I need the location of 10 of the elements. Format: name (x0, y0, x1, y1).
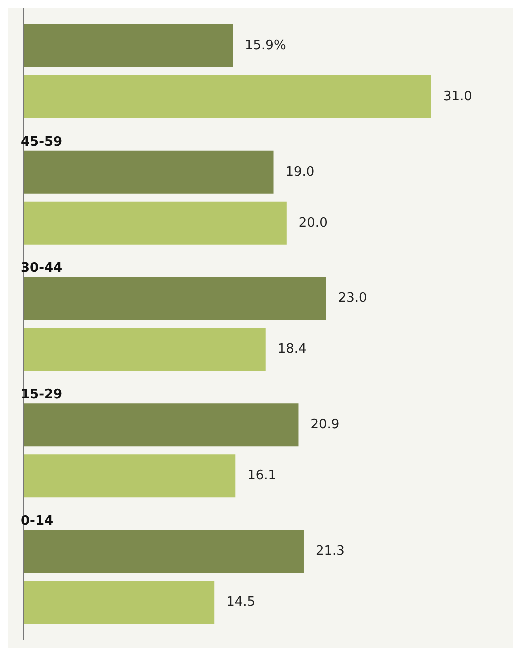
data-label: 21.3 (316, 544, 345, 560)
data-label: 18.4 (278, 342, 307, 358)
data-label: 31.0 (444, 89, 472, 104)
data-label: 14.5 (226, 595, 256, 610)
data-label: 15.9% (245, 38, 286, 54)
data-label: 19.0 (286, 164, 315, 180)
data-label: 20.9 (310, 418, 340, 433)
data-label: 23.0 (338, 291, 368, 306)
data-label: 20.0 (298, 216, 328, 231)
data-label: 16.1 (248, 468, 277, 484)
